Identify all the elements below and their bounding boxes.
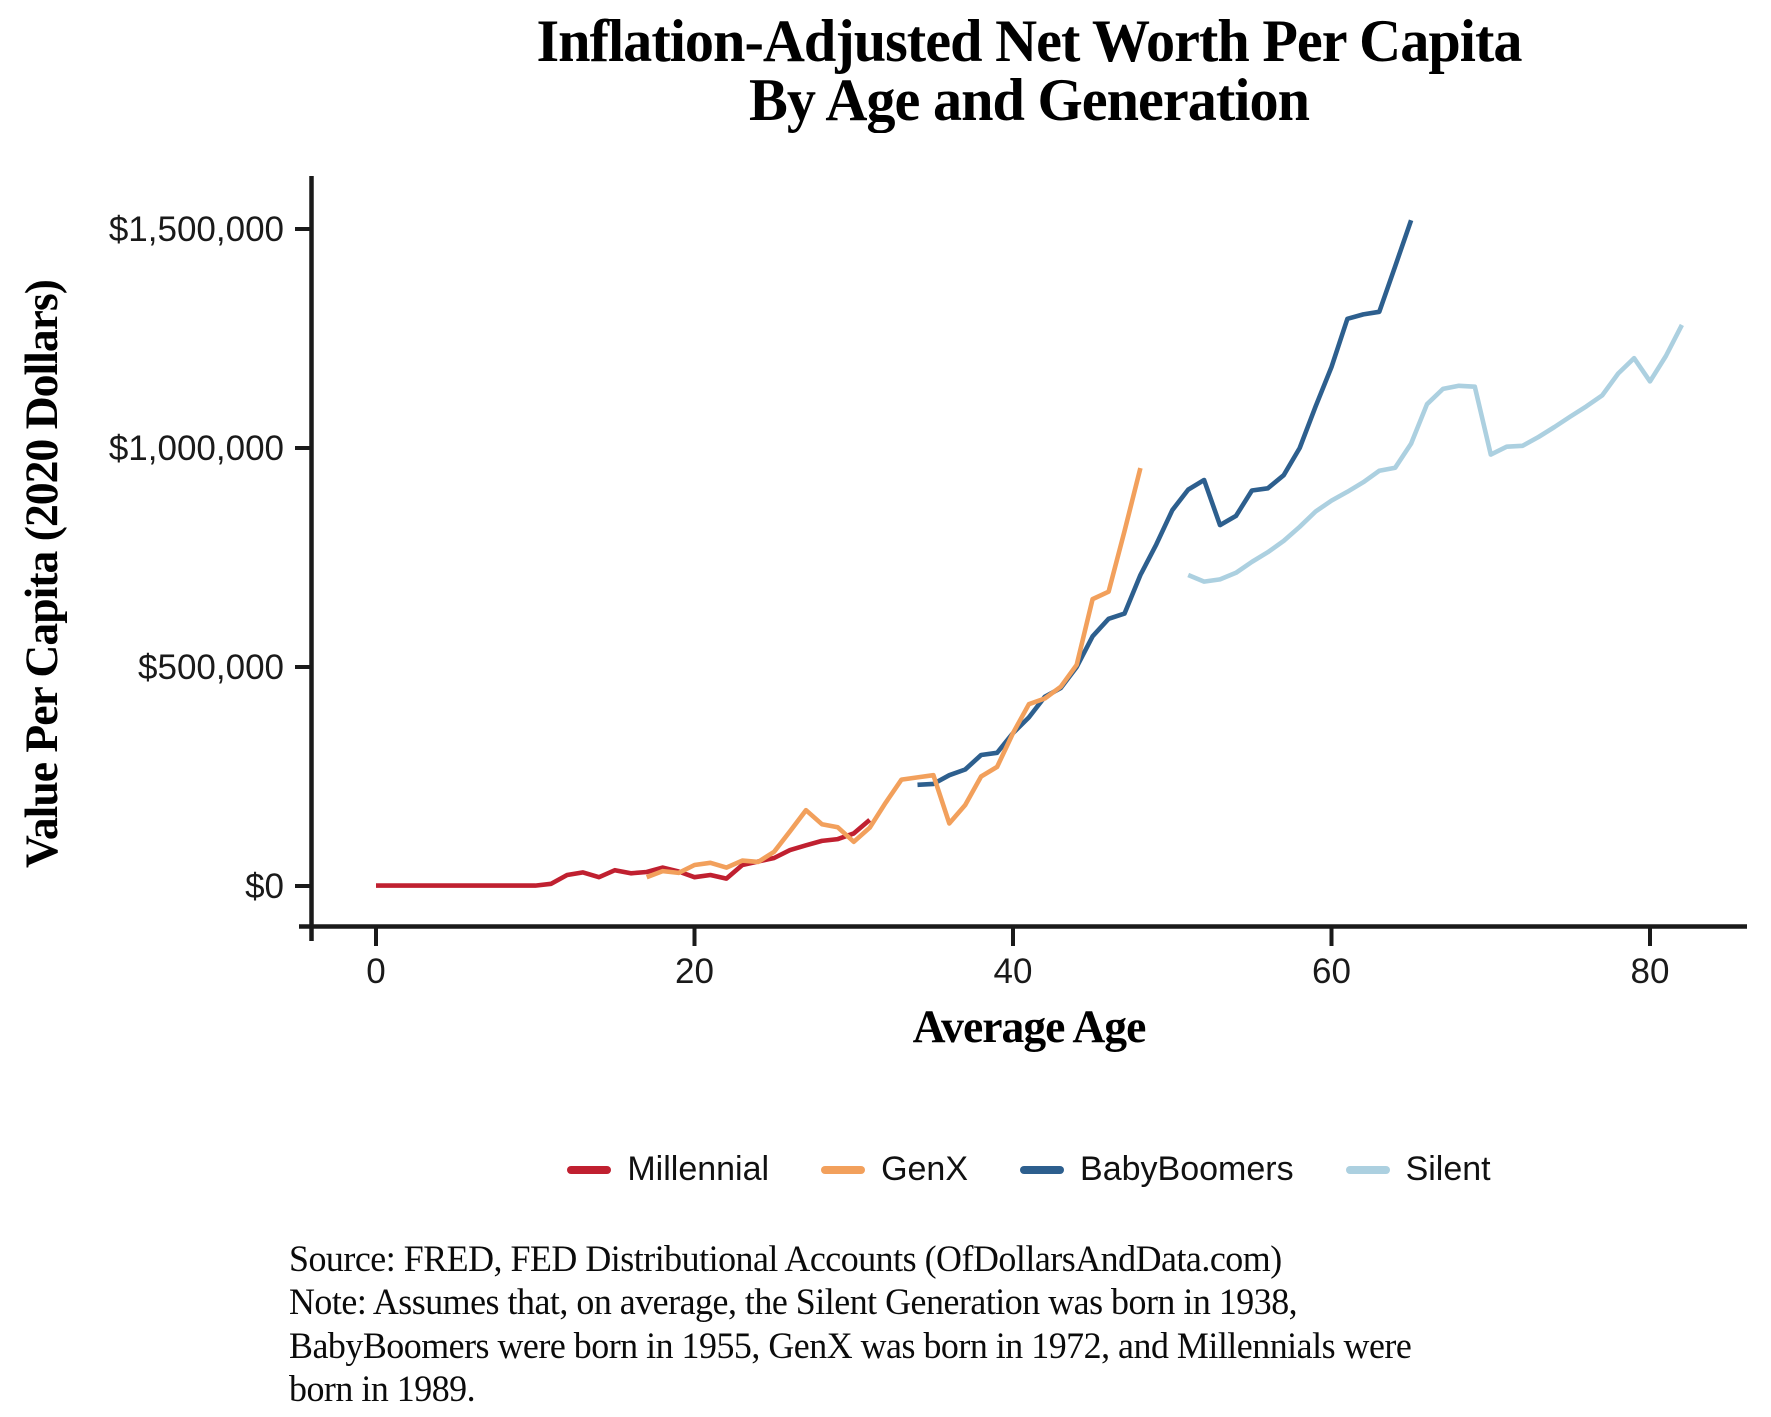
legend-label: BabyBoomers [1080,1150,1294,1188]
legend-item-millennial: Millennial [567,1150,769,1189]
legend-label: Silent [1405,1150,1491,1188]
legend-item-babyboomers: BabyBoomers [1020,1150,1294,1189]
y-tick-label: $1,500,000 [109,210,284,249]
chart-legend: Millennial GenX BabyBoomers Silent [312,1150,1746,1189]
millennial-line-swatch-icon [567,1165,612,1174]
babyboomers-line-swatch-icon [1020,1165,1065,1174]
chart-title: Inflation-Adjusted Net Worth Per Capita … [334,8,1725,133]
x-tick-label: 80 [1631,952,1670,991]
legend-label: GenX [881,1150,969,1188]
legend-label: Millennial [627,1150,770,1188]
y-tick-label: $1,000,000 [109,429,284,468]
x-axis-title: Average Age [912,1001,1147,1053]
x-tick-label: 0 [366,952,385,991]
series-line-silent [1187,323,1684,584]
legend-item-silent: Silent [1345,1150,1491,1189]
series-line-babyboomers [917,219,1414,788]
series-line-millennial [376,818,872,888]
source-note: Source: FRED, FED Distributional Account… [289,1239,1412,1410]
series-line-genx [645,467,1143,880]
chart-title-line1: Inflation-Adjusted Net Worth Per Capita [536,8,1522,74]
silent-line-swatch-icon [1345,1165,1390,1174]
y-tick-label: $500,000 [138,648,284,687]
genx-line-swatch-icon [821,1165,866,1174]
legend-item-genx: GenX [821,1150,968,1189]
x-tick-label: 60 [1312,952,1351,991]
y-tick-label: $0 [245,867,284,906]
chart-title-line2: By Age and Generation [748,66,1310,133]
x-tick-label: 40 [994,952,1033,991]
x-tick-label: 20 [675,952,714,991]
